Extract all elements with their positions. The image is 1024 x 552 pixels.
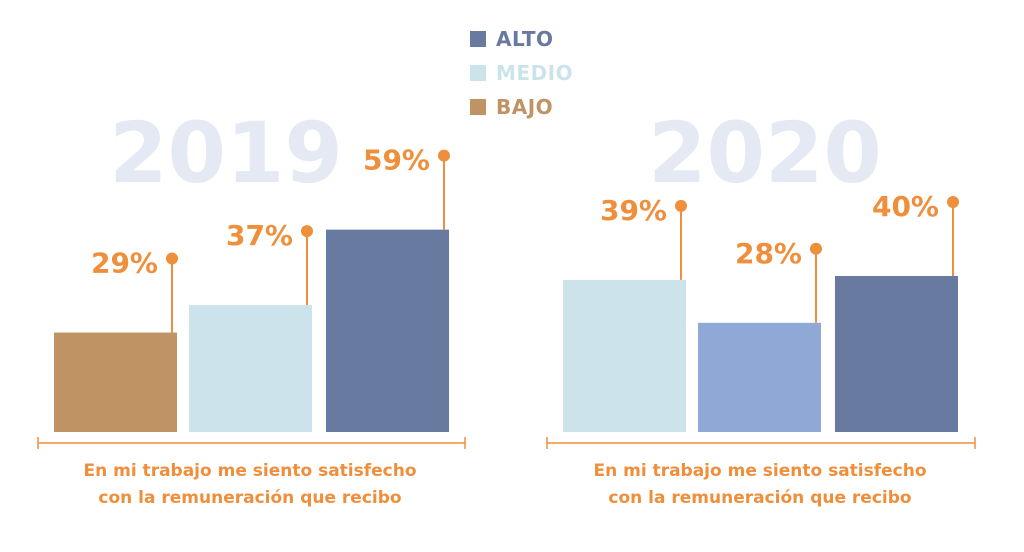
chart-2019-caption: En mi trabajo me siento satisfecho con l… (20, 458, 480, 512)
chart-2019-leader-dot-2 (301, 225, 313, 238)
chart-2020-bar-1 (563, 279, 686, 432)
chart-2020-leader-dot-2 (810, 242, 822, 255)
chart-2019-year-label: 2019 (109, 104, 343, 202)
chart-2020-year-label: 2020 (648, 104, 882, 202)
chart-2019-caption-line1: En mi trabajo me siento satisfecho (83, 461, 417, 481)
legend-item-alto: ALTO (470, 22, 573, 56)
chart-2019-bar-3 (326, 229, 449, 432)
chart-2020-leader-dot-3 (947, 196, 959, 208)
chart-2019-leader-dot-1 (166, 252, 178, 265)
chart-2020-value-label-3: 40% (872, 190, 939, 223)
chart-2020-leader-dot-1 (675, 199, 687, 212)
chart-2020-caption: En mi trabajo me siento satisfecho con l… (530, 458, 990, 512)
chart-2019-bar-1 (54, 332, 177, 432)
chart-2020-caption-line2: con la remuneración que recibo (608, 488, 912, 508)
chart-2019-value-label-1: 29% (91, 247, 158, 280)
legend-item-bajo: BAJO (470, 90, 573, 124)
chart-2020-value-label-2: 28% (735, 237, 802, 270)
legend: ALTO MEDIO BAJO (470, 22, 573, 124)
legend-label-medio: MEDIO (496, 61, 574, 85)
legend-swatch-bajo (470, 99, 486, 115)
chart-2020-bar-3 (835, 276, 958, 432)
legend-item-medio: MEDIO (470, 56, 573, 90)
chart-2019-leader-dot-3 (438, 149, 450, 162)
legend-swatch-medio (470, 65, 486, 81)
chart-2020-caption-line1: En mi trabajo me siento satisfecho (593, 461, 927, 481)
legend-label-bajo: BAJO (496, 95, 554, 119)
chart-2020-bar-2 (698, 322, 821, 432)
chart-2019-bar-2 (189, 305, 312, 432)
chart-2019-value-label-2: 37% (226, 219, 293, 252)
chart-2020-value-label-1: 39% (600, 194, 667, 227)
chart-2019-caption-line2: con la remuneración que recibo (98, 488, 402, 508)
legend-label-alto: ALTO (496, 27, 554, 51)
legend-swatch-alto (470, 31, 486, 47)
chart-2019-value-label-3: 59% (363, 144, 430, 177)
